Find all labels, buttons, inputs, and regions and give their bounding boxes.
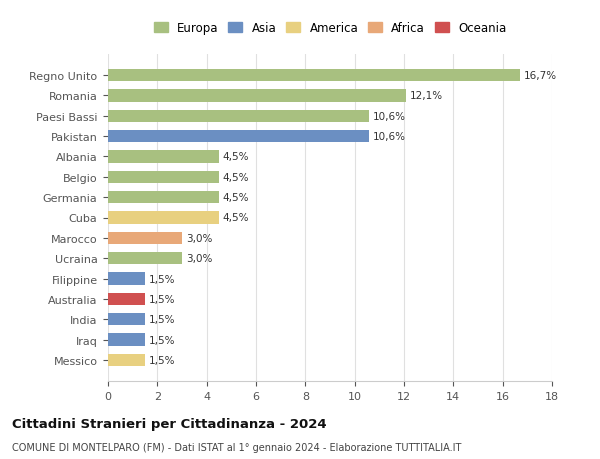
Bar: [108, 232, 182, 244]
Bar: [108, 293, 145, 305]
Bar: [108, 70, 520, 82]
Bar: [108, 131, 370, 143]
Bar: [108, 192, 219, 204]
Bar: [108, 171, 219, 184]
Text: 10,6%: 10,6%: [373, 112, 406, 122]
Text: 4,5%: 4,5%: [223, 193, 249, 203]
Legend: Europa, Asia, America, Africa, Oceania: Europa, Asia, America, Africa, Oceania: [150, 19, 510, 39]
Text: 1,5%: 1,5%: [149, 335, 175, 345]
Text: 16,7%: 16,7%: [524, 71, 557, 81]
Text: 4,5%: 4,5%: [223, 173, 249, 182]
Bar: [108, 252, 182, 265]
Bar: [108, 313, 145, 325]
Bar: [108, 334, 145, 346]
Text: 4,5%: 4,5%: [223, 213, 249, 223]
Bar: [108, 212, 219, 224]
Text: 1,5%: 1,5%: [149, 355, 175, 365]
Text: 3,0%: 3,0%: [186, 233, 212, 243]
Text: 1,5%: 1,5%: [149, 294, 175, 304]
Text: 12,1%: 12,1%: [410, 91, 443, 101]
Bar: [108, 273, 145, 285]
Text: 10,6%: 10,6%: [373, 132, 406, 142]
Text: 1,5%: 1,5%: [149, 274, 175, 284]
Bar: [108, 90, 406, 102]
Text: COMUNE DI MONTELPARO (FM) - Dati ISTAT al 1° gennaio 2024 - Elaborazione TUTTITA: COMUNE DI MONTELPARO (FM) - Dati ISTAT a…: [12, 442, 461, 452]
Text: 4,5%: 4,5%: [223, 152, 249, 162]
Text: 1,5%: 1,5%: [149, 314, 175, 325]
Bar: [108, 151, 219, 163]
Text: Cittadini Stranieri per Cittadinanza - 2024: Cittadini Stranieri per Cittadinanza - 2…: [12, 417, 326, 430]
Bar: [108, 111, 370, 123]
Text: 3,0%: 3,0%: [186, 254, 212, 263]
Bar: [108, 354, 145, 366]
